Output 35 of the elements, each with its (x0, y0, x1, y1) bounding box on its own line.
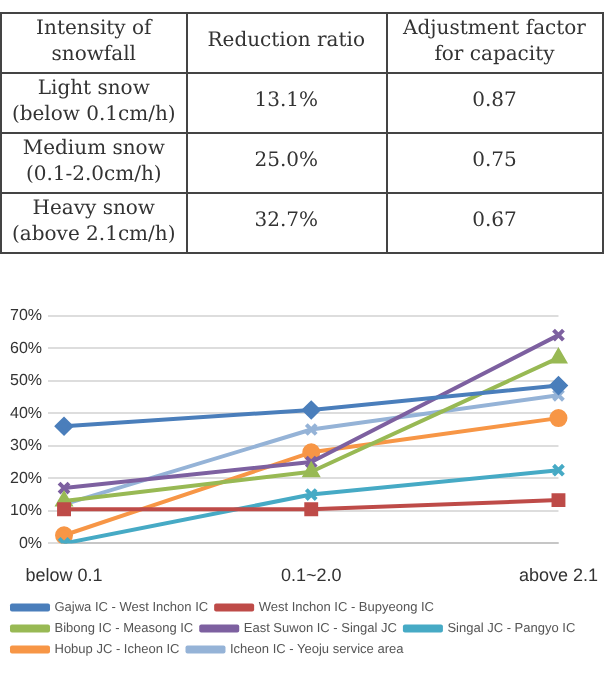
category-label: Intensity of snowfall (1, 13, 187, 73)
text: 13.1% (254, 90, 319, 113)
point (304, 455, 319, 469)
point (302, 400, 321, 419)
y-tick-label: 50% (9, 371, 43, 390)
text: 25.0% (254, 150, 319, 173)
category-label: Adjustment factor for capacity (386, 13, 603, 73)
x-tick-label: below 0.1 (25, 565, 103, 586)
x-tick-label: above 2.1 (518, 565, 599, 586)
y-tick-label: 40% (9, 403, 43, 422)
y-tick-label: 60% (9, 338, 43, 357)
point (551, 493, 566, 508)
text: 0.67 (472, 210, 517, 233)
category-label: Medium snow (0.1-2.0cm/h) (22, 138, 165, 185)
point (304, 502, 319, 517)
point (57, 502, 71, 517)
text: 0.75 (472, 150, 517, 173)
category-label: Light snow (below 0.1cm/h) (11, 78, 176, 125)
category-label: Reduction ratio (186, 13, 386, 73)
point (549, 409, 568, 428)
y-tick-label: 0% (18, 533, 43, 552)
text: 0.87 (472, 90, 517, 113)
point (304, 422, 319, 437)
point (303, 462, 320, 478)
y-tick-label: 70% (9, 306, 43, 325)
point (55, 417, 74, 436)
point (549, 376, 568, 395)
x-tick-label: 0.1~2.0 (280, 565, 342, 586)
y-tick-label: 10% (9, 501, 43, 520)
y-tick-label: 30% (9, 436, 43, 455)
category-label: Heavy snow (above 2.1cm/h) (12, 198, 176, 245)
point (304, 487, 319, 502)
point (550, 348, 567, 364)
text: 32.7% (254, 210, 319, 233)
y-tick-label: 20% (9, 468, 43, 487)
